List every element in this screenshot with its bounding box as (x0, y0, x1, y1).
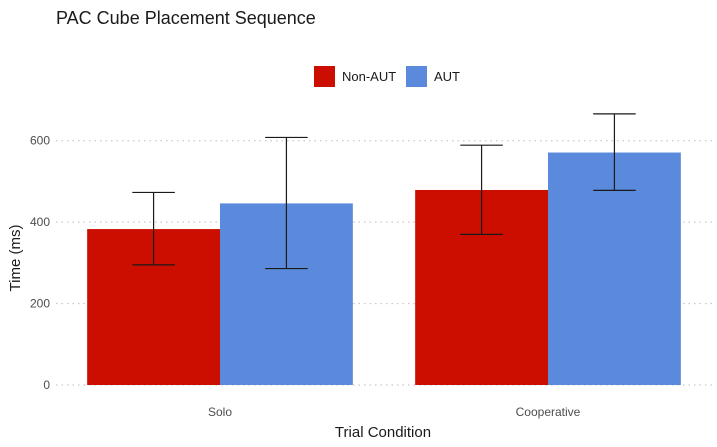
error-bar (593, 113, 636, 191)
legend-swatch-non-aut (314, 66, 335, 87)
legend: Non-AUT AUT (314, 66, 460, 87)
x-tick-label: Cooperative (516, 405, 581, 419)
y-tick-label: 600 (30, 134, 50, 148)
x-tick-label: Solo (208, 405, 232, 419)
y-axis-title: Time (ms) (7, 225, 24, 292)
error-bar (460, 144, 503, 235)
error-bar (265, 136, 308, 270)
legend-label-aut: AUT (434, 69, 460, 84)
y-tick-label: 0 (43, 378, 50, 392)
y-tick-label: 400 (30, 215, 50, 229)
x-axis-ticks: Solo Cooperative (208, 405, 581, 419)
legend-swatch-aut (406, 66, 427, 87)
y-axis-ticks: 0 200 400 600 (30, 134, 50, 392)
x-axis-title: Trial Condition (335, 424, 431, 441)
y-tick-label: 200 (30, 297, 50, 311)
bar-aut-cooperative (548, 152, 681, 385)
chart-title: PAC Cube Placement Sequence (56, 8, 316, 28)
error-bars (132, 113, 636, 270)
legend-label-non-aut: Non-AUT (342, 69, 396, 84)
error-bar (132, 191, 175, 266)
bars (87, 152, 681, 385)
